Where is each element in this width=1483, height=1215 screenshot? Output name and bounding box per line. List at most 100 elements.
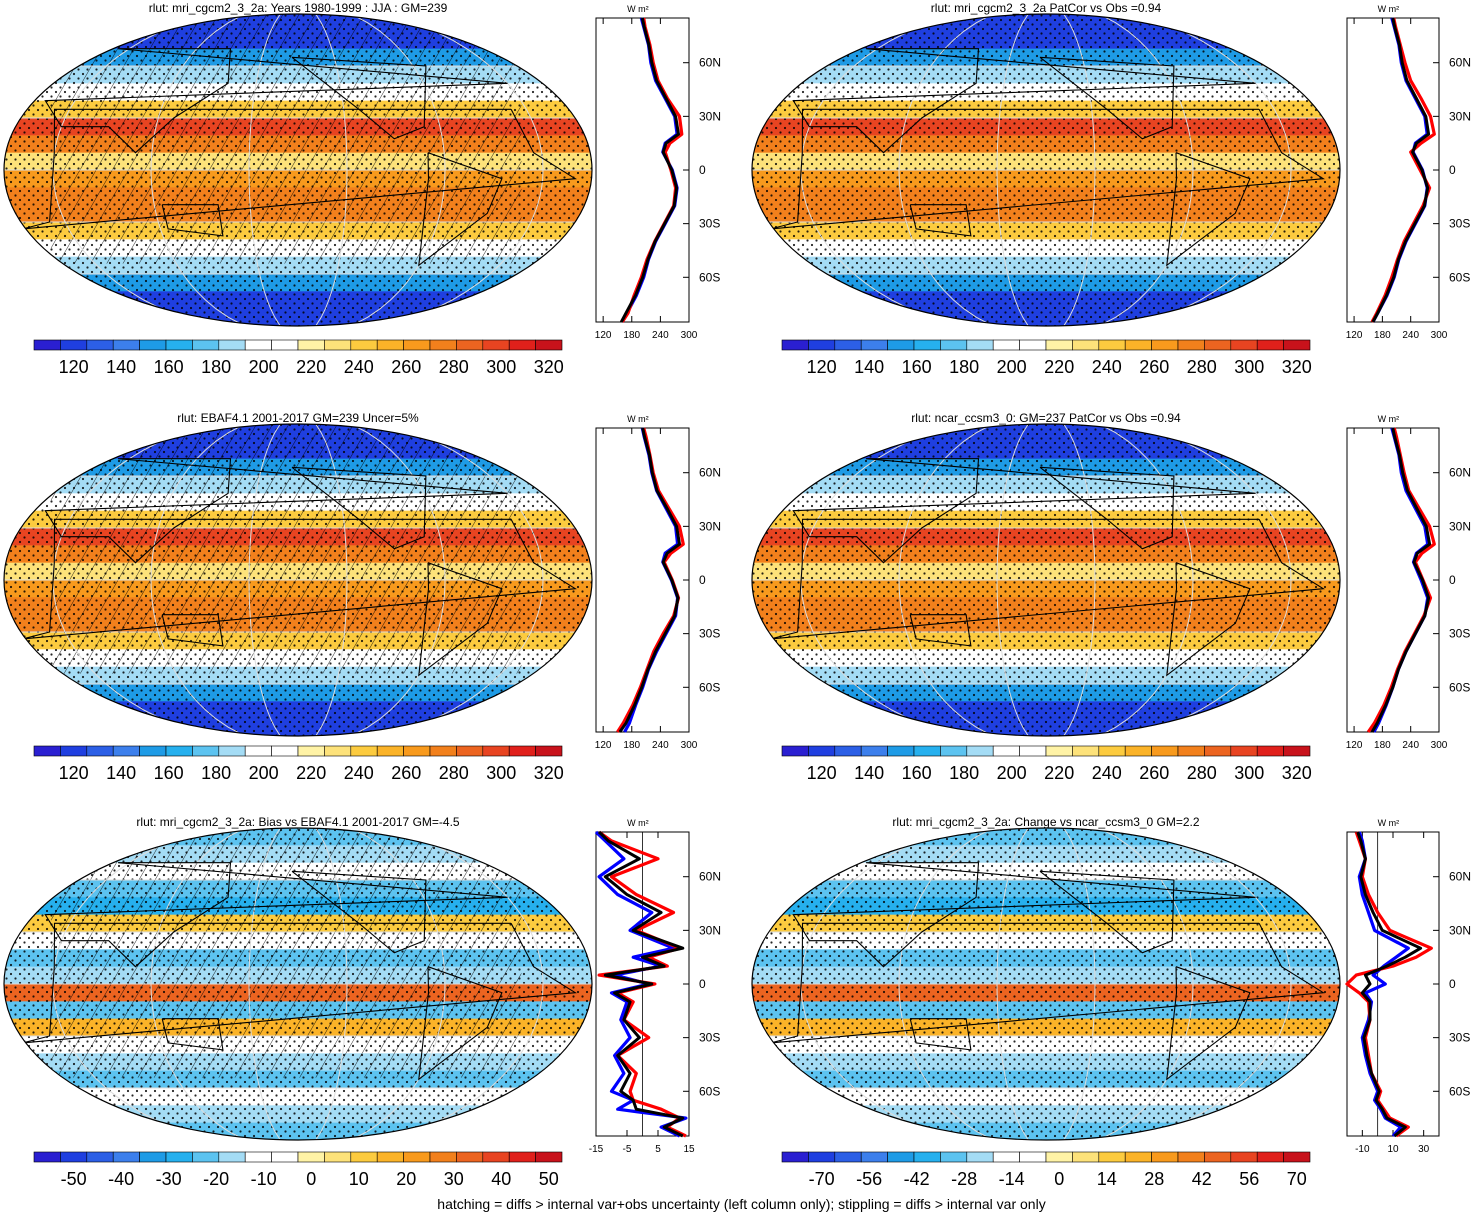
panel-title: rlut: mri_cgcm2_3_2a: Change vs ncar_ccs… xyxy=(892,815,1199,829)
colorbar-label: 200 xyxy=(249,763,279,783)
colorbar-swatch xyxy=(1124,745,1152,757)
zonal-ytick-label: 0 xyxy=(699,977,706,991)
colorbar-swatch xyxy=(781,1151,809,1163)
zonal-xtick-label: 300 xyxy=(1431,740,1448,751)
colorbar-swatch xyxy=(1177,339,1205,351)
colorbar-label: 42 xyxy=(1192,1169,1212,1189)
colorbar-swatch xyxy=(271,745,299,757)
colorbar-label: 280 xyxy=(439,357,469,377)
zonal-ytick-label: 60S xyxy=(699,270,720,284)
coastline xyxy=(909,204,972,237)
zonal-mean-plot: W m² -15 -5 5 15 60N 30N 0 30S 60S xyxy=(589,818,721,1155)
zonal-xtick-label: 120 xyxy=(1346,330,1363,341)
panel-title: rlut: EBAF4.1 2001-2017 GM=239 Uncer=5% xyxy=(177,411,419,425)
colorbar-label: 0 xyxy=(306,1169,316,1189)
coastline xyxy=(792,48,1256,154)
colorbar-label: -10 xyxy=(251,1169,277,1189)
zonal-xtick-label: 180 xyxy=(1374,740,1391,751)
colorbar-swatch xyxy=(297,1151,325,1163)
panel-p5: rlut: mri_cgcm2_3_2a: Bias vs EBAF4.1 20… xyxy=(3,815,721,1189)
zonal-ytick-label: 0 xyxy=(699,573,706,587)
zonal-ytick-label: 60S xyxy=(699,1084,720,1098)
panel-title: rlut: mri_cgcm2_3_2a: Bias vs EBAF4.1 20… xyxy=(136,815,459,829)
zonal-ytick-label: 30N xyxy=(699,519,721,533)
panel-title: rlut: ncar_ccsm3_0: GM=237 PatCor vs Obs… xyxy=(911,411,1181,425)
panel-p2: rlut: mri_cgcm2_3_2a PatCor vs Obs =0.94… xyxy=(751,1,1471,377)
colorbar-swatch xyxy=(913,1151,941,1163)
zonal-xtick-label: 120 xyxy=(1346,740,1363,751)
zonal-ytick-label: 60N xyxy=(1449,870,1471,884)
colorbar-label: 300 xyxy=(486,763,516,783)
zonal-xtick-label: 180 xyxy=(623,330,640,341)
zonal-xtick-label: -10 xyxy=(1355,1144,1370,1155)
colorbar-label: 140 xyxy=(106,357,136,377)
colorbar-label: 220 xyxy=(1044,763,1074,783)
zonal-xtick-label: 240 xyxy=(1402,740,1419,751)
zonal-xtick-label: 180 xyxy=(623,740,640,751)
coastline xyxy=(291,56,427,140)
colorbar-label: 300 xyxy=(486,357,516,377)
colorbar-swatch xyxy=(1045,339,1073,351)
colorbar-swatch xyxy=(834,1151,862,1163)
coastline xyxy=(418,562,503,677)
coastline xyxy=(291,466,427,550)
zonal-ytick-label: 30N xyxy=(1449,519,1471,533)
colorbar-swatch xyxy=(1072,745,1100,757)
colorbar-label: 200 xyxy=(997,763,1027,783)
colorbar-swatch xyxy=(781,745,809,757)
colorbar-label: 260 xyxy=(1139,357,1169,377)
coastline xyxy=(44,48,508,154)
coastline xyxy=(161,614,224,647)
coastline xyxy=(1039,870,1175,954)
colorbar-swatch xyxy=(33,745,61,757)
colorbar-swatch xyxy=(60,745,88,757)
colorbar-swatch xyxy=(1230,1151,1258,1163)
coastline xyxy=(44,862,508,968)
colorbar-swatch xyxy=(456,745,484,757)
colorbar-swatch xyxy=(1098,1151,1126,1163)
zonal-line-model xyxy=(620,17,679,323)
colorbar-swatch xyxy=(376,1151,404,1163)
zonal-units: W m² xyxy=(627,4,649,14)
coastline xyxy=(1166,966,1251,1081)
colorbar-swatch xyxy=(535,745,563,757)
colorbar-swatch xyxy=(403,339,431,351)
map-field xyxy=(4,424,592,736)
colorbar-swatch xyxy=(1283,1151,1311,1163)
colorbar-swatch xyxy=(324,1151,352,1163)
zonal-units: W m² xyxy=(1378,4,1400,14)
colorbar-swatch xyxy=(808,745,836,757)
colorbar-label: -14 xyxy=(999,1169,1025,1189)
colorbar-swatch xyxy=(1124,1151,1152,1163)
colorbar-swatch xyxy=(33,1151,61,1163)
zonal-line-obs xyxy=(1370,17,1436,323)
colorbar-label: 160 xyxy=(902,763,932,783)
coastline xyxy=(418,966,503,1081)
colorbar-label: 40 xyxy=(491,1169,511,1189)
coastline xyxy=(909,614,972,647)
colorbar: 120 140 160 180 200 220 240 260 280 300 320 xyxy=(33,745,564,783)
colorbar-swatch xyxy=(992,745,1020,757)
colorbar-label: 220 xyxy=(296,357,326,377)
panel-p1: rlut: mri_cgcm2_3_2a: Years 1980-1999 : … xyxy=(3,1,721,377)
zonal-xtick-label: 300 xyxy=(1431,330,1448,341)
colorbar-swatch xyxy=(350,339,378,351)
colorbar-swatch xyxy=(913,745,941,757)
zonal-xtick-label: 5 xyxy=(655,1144,661,1155)
colorbar-swatch xyxy=(86,745,114,757)
zonal-ytick-label: 30S xyxy=(699,1031,720,1045)
colorbar-swatch xyxy=(1019,745,1047,757)
colorbar-swatch xyxy=(376,745,404,757)
map-border xyxy=(751,13,1341,327)
zonal-xtick-label: 240 xyxy=(652,330,669,341)
map-field xyxy=(752,14,1340,326)
zonal-ytick-label: 30S xyxy=(1449,217,1470,231)
colorbar-label: 14 xyxy=(1097,1169,1117,1189)
colorbar-swatch xyxy=(244,745,272,757)
coastline xyxy=(792,458,1256,564)
colorbar-swatch xyxy=(1283,339,1311,351)
coastline xyxy=(1166,152,1251,267)
colorbar-swatch xyxy=(350,1151,378,1163)
colorbar-swatch xyxy=(429,339,457,351)
